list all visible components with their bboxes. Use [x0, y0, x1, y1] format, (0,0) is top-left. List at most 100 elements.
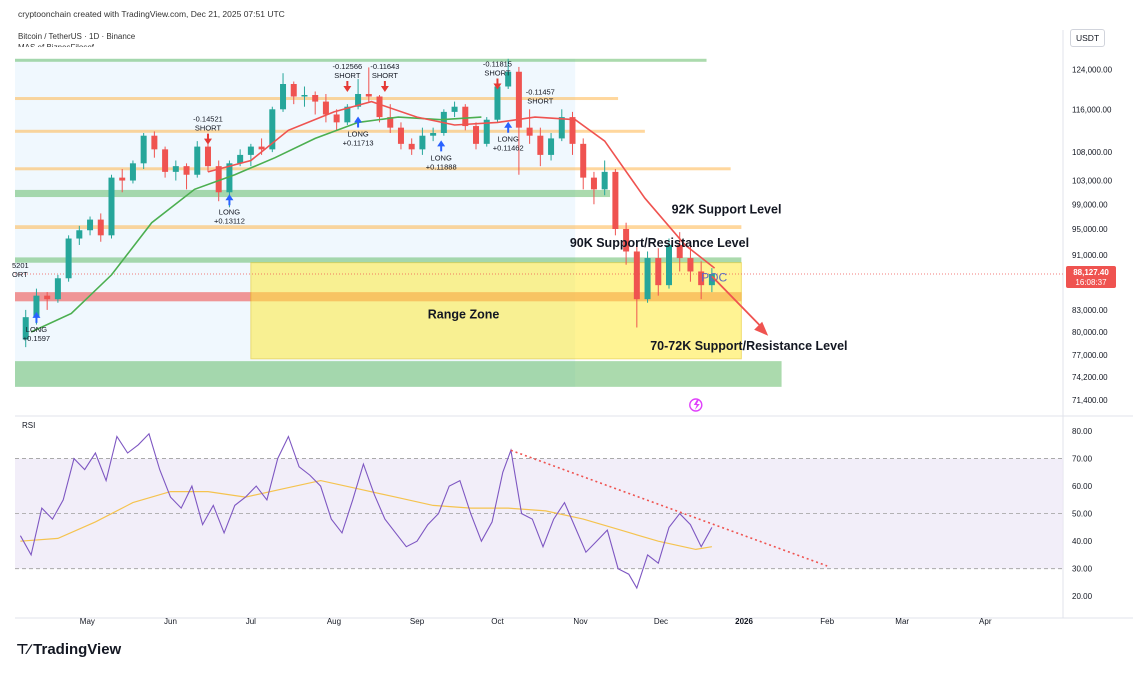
event-lightning-icon: [689, 398, 703, 412]
candle-body: [623, 228, 630, 252]
trade-annotation-text: +0.11713: [343, 138, 374, 147]
candle-body: [215, 166, 222, 193]
trade-annotation-text: +0.11888: [426, 162, 457, 171]
candle-body: [633, 251, 640, 300]
price-tick-label: 71,400.00: [1072, 396, 1108, 405]
candle-body: [708, 273, 715, 286]
trade-annotation-text: -0.12566: [333, 62, 363, 71]
candle-body: [290, 84, 297, 97]
candle-body: [183, 166, 190, 175]
moving-average-green: [30, 116, 482, 333]
candle-body: [269, 109, 276, 150]
price-tick-label: 77,000.00: [1072, 351, 1108, 360]
level-band-green: [15, 58, 707, 62]
price-tick-label: 99,000.00: [1072, 200, 1108, 209]
moving-average-red: [207, 100, 716, 269]
currency-button[interactable]: USDT: [1070, 29, 1106, 47]
price-tick-label: 103,000.00: [1072, 177, 1113, 186]
candle-body: [419, 135, 426, 150]
candle-body: [172, 166, 179, 172]
chart-label: 90K Support/Resistance Level: [570, 236, 749, 250]
short-signal-arrow-icon: [203, 133, 212, 145]
level-band-orange: [15, 167, 731, 171]
time-tick-label: May: [80, 617, 95, 626]
candle-body: [54, 278, 61, 300]
trade-annotation-text: LONG: [347, 129, 368, 138]
rsi-trendline: [510, 449, 828, 567]
long-signal-arrow-icon: [504, 121, 513, 133]
symbol-title: Bitcoin / TetherUS · 1D · Binance: [18, 32, 136, 41]
candle-body: [258, 146, 265, 150]
time-tick-label: Jul: [246, 617, 256, 626]
candle-body: [569, 117, 576, 144]
candle-body: [162, 149, 169, 172]
candle-body: [76, 230, 83, 239]
candle-body: [558, 117, 565, 139]
price-tick-label: 95,000.00: [1072, 225, 1108, 234]
candle-body: [226, 163, 233, 193]
candle-body: [590, 177, 597, 190]
candle-body: [665, 244, 672, 286]
level-band-green: [15, 361, 782, 387]
candle-body: [580, 143, 587, 178]
candle-body: [548, 138, 555, 155]
current-price-label: 88,127.40: [1073, 268, 1109, 277]
rsi-tick-label: 70.00: [1072, 455, 1093, 464]
candle-body: [44, 295, 51, 300]
level-band-orange: [15, 225, 742, 229]
candle-body: [451, 106, 458, 112]
trade-annotation-text: SHORT: [527, 97, 554, 106]
candle-body: [462, 106, 469, 127]
candle-body: [397, 127, 404, 144]
long-signal-arrow-icon: [32, 311, 41, 323]
rsi-tick-label: 60.00: [1072, 482, 1093, 491]
level-band-green: [15, 189, 611, 198]
rsi-tick-label: 30.00: [1072, 565, 1093, 574]
short-signal-arrow-icon: [493, 78, 502, 90]
short-signal-arrow-icon: [343, 80, 352, 92]
truncated-annotation-text: 5201: [12, 261, 29, 270]
countdown-label: 16:08:37: [1075, 278, 1107, 287]
candle-body: [526, 127, 533, 136]
tradingview-logo-icon: ⊤∕: [16, 641, 30, 657]
time-tick-label: 2026: [735, 617, 753, 626]
candle-body: [65, 238, 72, 279]
candle-body: [473, 126, 480, 144]
candle-body: [312, 95, 319, 102]
trade-annotation-text: SHORT: [195, 124, 222, 133]
candle-body: [119, 177, 126, 181]
candle-body: [237, 154, 244, 164]
time-tick-label: Feb: [820, 617, 834, 626]
rsi-tick-label: 50.00: [1072, 510, 1093, 519]
time-tick-label: Dec: [654, 617, 668, 626]
price-tick-label: 74,200.00: [1072, 373, 1108, 382]
candle-body: [322, 101, 329, 115]
rsi-tick-label: 20.00: [1072, 592, 1093, 601]
candle-body: [601, 171, 608, 190]
price-tick-label: 83,000.00: [1072, 306, 1108, 315]
long-signal-arrow-icon: [354, 116, 363, 128]
level-band-green: [15, 257, 742, 263]
candle-body: [698, 271, 705, 286]
long-signal-arrow-icon: [225, 194, 234, 206]
candle-body: [33, 295, 40, 318]
candle-body: [87, 219, 94, 231]
time-tick-label: Oct: [491, 617, 504, 626]
trade-annotation-text: +0.11462: [493, 144, 524, 153]
price-tick-label: 124,000.00: [1072, 65, 1113, 74]
chart-label: 70-72K Support/Resistance Level: [650, 339, 847, 353]
candle-body: [687, 258, 694, 272]
candle-body: [408, 143, 415, 150]
candle-body: [97, 219, 104, 236]
candle-body: [505, 71, 512, 87]
candle-body: [247, 146, 254, 155]
candle-body: [301, 95, 308, 97]
candle-body: [22, 317, 29, 340]
projection-arrowhead-icon: [754, 321, 769, 336]
trade-annotation-text: LONG: [219, 207, 240, 216]
trade-annotation-text: SHORT: [334, 71, 361, 80]
level-band-orange: [15, 129, 645, 133]
price-tick-label: 80,000.00: [1072, 328, 1108, 337]
tradingview-brand: ⊤∕ TradingView: [16, 641, 121, 658]
